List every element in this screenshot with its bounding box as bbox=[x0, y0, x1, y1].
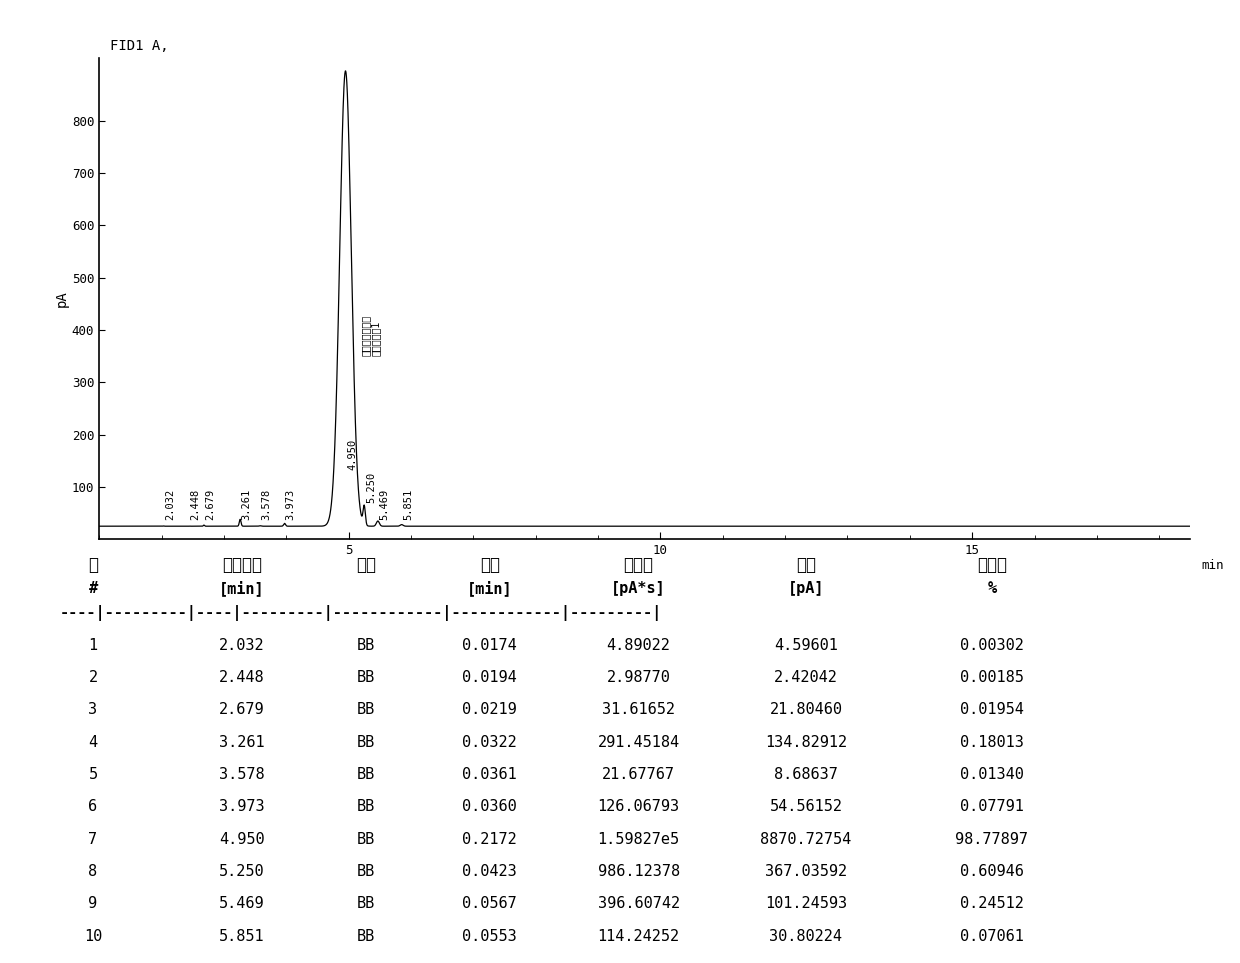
Text: 10: 10 bbox=[84, 928, 102, 944]
Text: 2.032: 2.032 bbox=[165, 488, 175, 520]
Text: 0.0219: 0.0219 bbox=[463, 702, 517, 717]
Text: BB: BB bbox=[357, 638, 374, 653]
Text: 0.0553: 0.0553 bbox=[463, 928, 517, 944]
Text: 峰面积: 峰面积 bbox=[624, 557, 653, 575]
Text: 4.950: 4.950 bbox=[347, 439, 357, 470]
Text: BB: BB bbox=[357, 768, 374, 782]
Text: BB: BB bbox=[357, 799, 374, 815]
Text: 31.61652: 31.61652 bbox=[603, 702, 675, 717]
Text: 4: 4 bbox=[88, 735, 98, 750]
Text: 114.24252: 114.24252 bbox=[598, 928, 680, 944]
Text: BB: BB bbox=[357, 897, 374, 911]
Text: 5.469: 5.469 bbox=[379, 488, 389, 520]
Text: 367.03592: 367.03592 bbox=[765, 864, 847, 879]
Text: 4.89022: 4.89022 bbox=[606, 638, 671, 653]
Text: 0.18013: 0.18013 bbox=[960, 735, 1024, 750]
Text: 8: 8 bbox=[88, 864, 98, 879]
Text: 0.0567: 0.0567 bbox=[463, 897, 517, 911]
Text: 0.07791: 0.07791 bbox=[960, 799, 1024, 815]
Text: 5.851: 5.851 bbox=[219, 928, 264, 944]
Text: 5.250: 5.250 bbox=[219, 864, 264, 879]
Text: 0.0360: 0.0360 bbox=[463, 799, 517, 815]
Text: #: # bbox=[88, 581, 98, 596]
Text: 3.973: 3.973 bbox=[219, 799, 264, 815]
Text: 134.82912: 134.82912 bbox=[765, 735, 847, 750]
Text: 保留时间: 保留时间 bbox=[222, 557, 262, 575]
Text: 9: 9 bbox=[88, 897, 98, 911]
Text: BB: BB bbox=[357, 702, 374, 717]
Text: 3.261: 3.261 bbox=[242, 488, 252, 520]
Text: BB: BB bbox=[357, 928, 374, 944]
Text: 98.77897: 98.77897 bbox=[956, 832, 1028, 846]
Text: 0.01954: 0.01954 bbox=[960, 702, 1024, 717]
Text: ----|---------|----|---------|------------|------------|---------|: ----|---------|----|---------|----------… bbox=[60, 605, 662, 621]
Text: 3: 3 bbox=[88, 702, 98, 717]
Text: 3.578: 3.578 bbox=[219, 768, 264, 782]
Text: BB: BB bbox=[357, 735, 374, 750]
Text: 986.12378: 986.12378 bbox=[598, 864, 680, 879]
Text: 对三氟甲苯甲醒: 对三氟甲苯甲醒 bbox=[361, 315, 371, 356]
Text: 0.0174: 0.0174 bbox=[463, 638, 517, 653]
Text: 4.950: 4.950 bbox=[219, 832, 264, 846]
Text: 类型: 类型 bbox=[356, 557, 376, 575]
Text: 原料中杂质1: 原料中杂质1 bbox=[371, 321, 381, 356]
Text: 6: 6 bbox=[88, 799, 98, 815]
Text: 0.0194: 0.0194 bbox=[463, 670, 517, 686]
Text: 0.2172: 0.2172 bbox=[463, 832, 517, 846]
Text: 2.679: 2.679 bbox=[205, 488, 215, 520]
Text: 5.250: 5.250 bbox=[366, 472, 376, 504]
Text: 2.448: 2.448 bbox=[191, 488, 201, 520]
Text: 峰宽: 峰宽 bbox=[480, 557, 500, 575]
Text: [min]: [min] bbox=[467, 581, 512, 596]
Text: 0.60946: 0.60946 bbox=[960, 864, 1024, 879]
Text: 291.45184: 291.45184 bbox=[598, 735, 680, 750]
Text: 2.42042: 2.42042 bbox=[774, 670, 838, 686]
Text: 0.00302: 0.00302 bbox=[960, 638, 1024, 653]
Text: BB: BB bbox=[357, 864, 374, 879]
Text: [min]: [min] bbox=[219, 581, 264, 596]
Text: 2.98770: 2.98770 bbox=[606, 670, 671, 686]
Text: FID1 A,: FID1 A, bbox=[110, 39, 169, 53]
Text: 峰: 峰 bbox=[88, 557, 98, 575]
Text: 54.56152: 54.56152 bbox=[770, 799, 842, 815]
Text: BB: BB bbox=[357, 670, 374, 686]
Text: 3.261: 3.261 bbox=[219, 735, 264, 750]
Text: 0.07061: 0.07061 bbox=[960, 928, 1024, 944]
Text: 30.80224: 30.80224 bbox=[770, 928, 842, 944]
Text: 2.032: 2.032 bbox=[219, 638, 264, 653]
Text: 4.59601: 4.59601 bbox=[774, 638, 838, 653]
Text: min: min bbox=[1202, 559, 1224, 571]
Text: 0.0361: 0.0361 bbox=[463, 768, 517, 782]
Text: [pA*s]: [pA*s] bbox=[611, 581, 666, 596]
Text: 0.01340: 0.01340 bbox=[960, 768, 1024, 782]
Text: 8.68637: 8.68637 bbox=[774, 768, 838, 782]
Text: 3.578: 3.578 bbox=[262, 488, 272, 520]
Text: %: % bbox=[987, 581, 997, 596]
Text: BB: BB bbox=[357, 832, 374, 846]
Text: 1.59827e5: 1.59827e5 bbox=[598, 832, 680, 846]
Text: 0.0322: 0.0322 bbox=[463, 735, 517, 750]
Text: 8870.72754: 8870.72754 bbox=[760, 832, 852, 846]
Text: 3.973: 3.973 bbox=[286, 488, 296, 520]
Text: 396.60742: 396.60742 bbox=[598, 897, 680, 911]
Text: 126.06793: 126.06793 bbox=[598, 799, 680, 815]
Text: 1: 1 bbox=[88, 638, 98, 653]
Text: 5.469: 5.469 bbox=[219, 897, 264, 911]
Text: 2.448: 2.448 bbox=[219, 670, 264, 686]
Text: 7: 7 bbox=[88, 832, 98, 846]
Text: 5.851: 5.851 bbox=[403, 488, 413, 520]
Text: 21.67767: 21.67767 bbox=[603, 768, 675, 782]
Text: 5: 5 bbox=[88, 768, 98, 782]
Text: 21.80460: 21.80460 bbox=[770, 702, 842, 717]
Text: 101.24593: 101.24593 bbox=[765, 897, 847, 911]
Text: 2.679: 2.679 bbox=[219, 702, 264, 717]
Text: 峰面积: 峰面积 bbox=[977, 557, 1007, 575]
Text: 0.00185: 0.00185 bbox=[960, 670, 1024, 686]
Text: [pA]: [pA] bbox=[787, 581, 825, 596]
Y-axis label: pA: pA bbox=[55, 290, 69, 307]
Text: 2: 2 bbox=[88, 670, 98, 686]
Text: 0.0423: 0.0423 bbox=[463, 864, 517, 879]
Text: 0.24512: 0.24512 bbox=[960, 897, 1024, 911]
Text: 峰高: 峰高 bbox=[796, 557, 816, 575]
